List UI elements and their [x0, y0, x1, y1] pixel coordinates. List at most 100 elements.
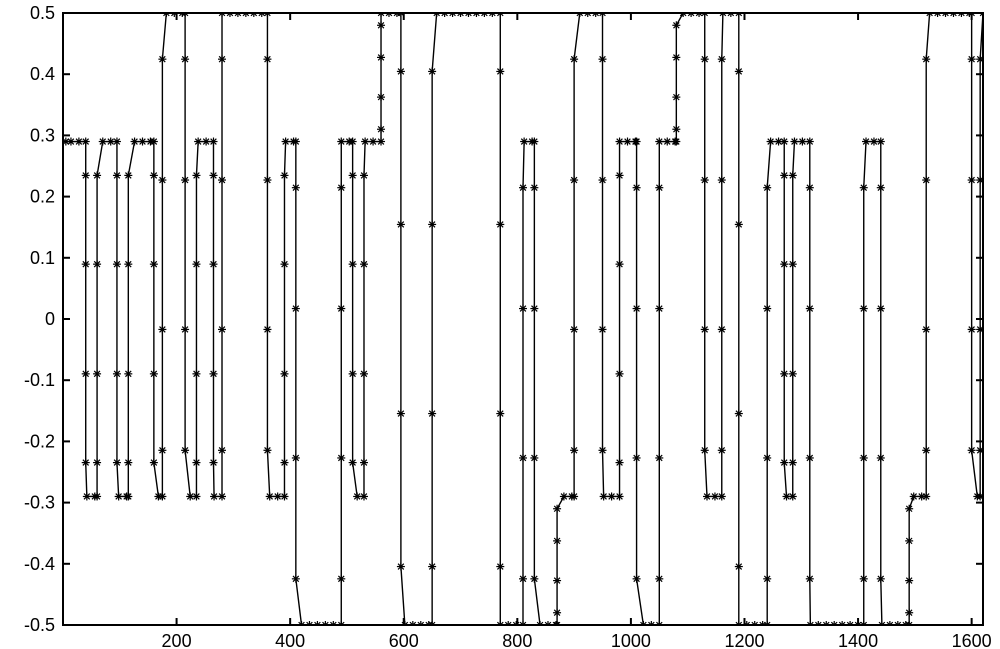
marker-asterisk — [735, 67, 743, 75]
marker-asterisk — [353, 492, 361, 500]
marker-asterisk — [530, 184, 538, 192]
marker-asterisk — [397, 563, 405, 571]
marker-asterisk — [870, 138, 878, 146]
marker-asterisk — [672, 138, 680, 146]
marker-asterisk — [158, 325, 166, 333]
marker-asterisk — [663, 138, 671, 146]
marker-asterisk — [905, 505, 913, 513]
marker-asterisk — [718, 492, 726, 500]
marker-asterisk — [263, 176, 271, 184]
marker-asterisk — [780, 370, 788, 378]
marker-asterisk — [280, 171, 288, 179]
marker-asterisk — [976, 446, 984, 454]
marker-asterisk — [976, 176, 984, 184]
marker-asterisk — [790, 138, 798, 146]
marker-asterisk — [718, 325, 726, 333]
marker-asterisk — [150, 171, 158, 179]
marker-asterisk — [976, 492, 984, 500]
marker-asterisk — [910, 492, 918, 500]
marker-asterisk — [976, 325, 984, 333]
marker-asterisk — [922, 176, 930, 184]
marker-asterisk — [82, 138, 90, 146]
marker-asterisk — [806, 305, 814, 313]
marker-asterisk — [570, 55, 578, 63]
marker-asterisk — [570, 492, 578, 500]
marker-asterisk — [397, 410, 405, 418]
x-tick-label: 600 — [389, 631, 419, 649]
marker-asterisk — [780, 260, 788, 268]
marker-asterisk — [377, 125, 385, 133]
marker-asterisk — [158, 446, 166, 454]
marker-asterisk — [209, 370, 217, 378]
marker-asterisk — [701, 55, 709, 63]
marker-asterisk — [181, 176, 189, 184]
marker-asterisk — [701, 176, 709, 184]
marker-asterisk — [397, 220, 405, 228]
y-tick-label: 0.4 — [30, 64, 55, 84]
marker-asterisk — [599, 55, 607, 63]
marker-asterisk — [263, 446, 271, 454]
marker-asterisk — [113, 138, 121, 146]
marker-asterisk — [115, 492, 123, 500]
marker-asterisk — [209, 171, 217, 179]
x-tick-label: 200 — [162, 631, 192, 649]
marker-asterisk — [377, 21, 385, 29]
marker-asterisk — [113, 370, 121, 378]
marker-asterisk — [181, 55, 189, 63]
marker-asterisk — [616, 459, 624, 467]
marker-asterisk — [553, 609, 561, 617]
marker-asterisk — [124, 370, 132, 378]
marker-asterisk — [672, 93, 680, 101]
marker-asterisk — [655, 184, 663, 192]
x-tick-label: 1600 — [952, 631, 992, 649]
marker-asterisk — [192, 171, 200, 179]
marker-asterisk — [349, 459, 357, 467]
marker-asterisk — [763, 575, 771, 583]
marker-asterisk — [337, 454, 345, 462]
marker-asterisk — [798, 138, 806, 146]
marker-asterisk — [570, 176, 578, 184]
marker-asterisk — [623, 138, 631, 146]
x-tick-label: 1200 — [724, 631, 764, 649]
marker-asterisk — [763, 184, 771, 192]
marker-asterisk — [633, 305, 641, 313]
y-tick-label: -0.1 — [24, 370, 55, 390]
marker-asterisk — [905, 609, 913, 617]
marker-asterisk — [860, 305, 868, 313]
marker-asterisk — [369, 138, 377, 146]
marker-asterisk — [349, 260, 357, 268]
marker-asterisk — [608, 492, 616, 500]
marker-asterisk — [655, 454, 663, 462]
marker-asterisk — [124, 260, 132, 268]
marker-asterisk — [877, 184, 885, 192]
marker-asterisk — [218, 446, 226, 454]
y-tick-label: 0.1 — [30, 248, 55, 268]
marker-asterisk — [655, 575, 663, 583]
marker-asterisk — [633, 575, 641, 583]
marker-asterisk — [570, 325, 578, 333]
x-tick-label: 1400 — [838, 631, 878, 649]
marker-asterisk — [292, 454, 300, 462]
marker-asterisk — [519, 305, 527, 313]
marker-asterisk — [616, 492, 624, 500]
marker-asterisk — [360, 171, 368, 179]
marker-asterisk — [397, 67, 405, 75]
marker-asterisk — [266, 492, 274, 500]
marker-asterisk — [519, 454, 527, 462]
marker-asterisk — [292, 305, 300, 313]
marker-asterisk — [968, 446, 976, 454]
marker-asterisk — [922, 325, 930, 333]
marker-asterisk — [616, 260, 624, 268]
marker-asterisk — [337, 138, 345, 146]
marker-asterisk — [292, 575, 300, 583]
marker-asterisk — [93, 459, 101, 467]
marker-asterisk — [139, 138, 147, 146]
marker-asterisk — [280, 370, 288, 378]
marker-asterisk — [860, 454, 868, 462]
marker-asterisk — [520, 138, 528, 146]
y-tick-label: -0.3 — [24, 493, 55, 513]
marker-asterisk — [519, 575, 527, 583]
marker-asterisk — [672, 21, 680, 29]
marker-asterisk — [860, 575, 868, 583]
marker-asterisk — [553, 537, 561, 545]
